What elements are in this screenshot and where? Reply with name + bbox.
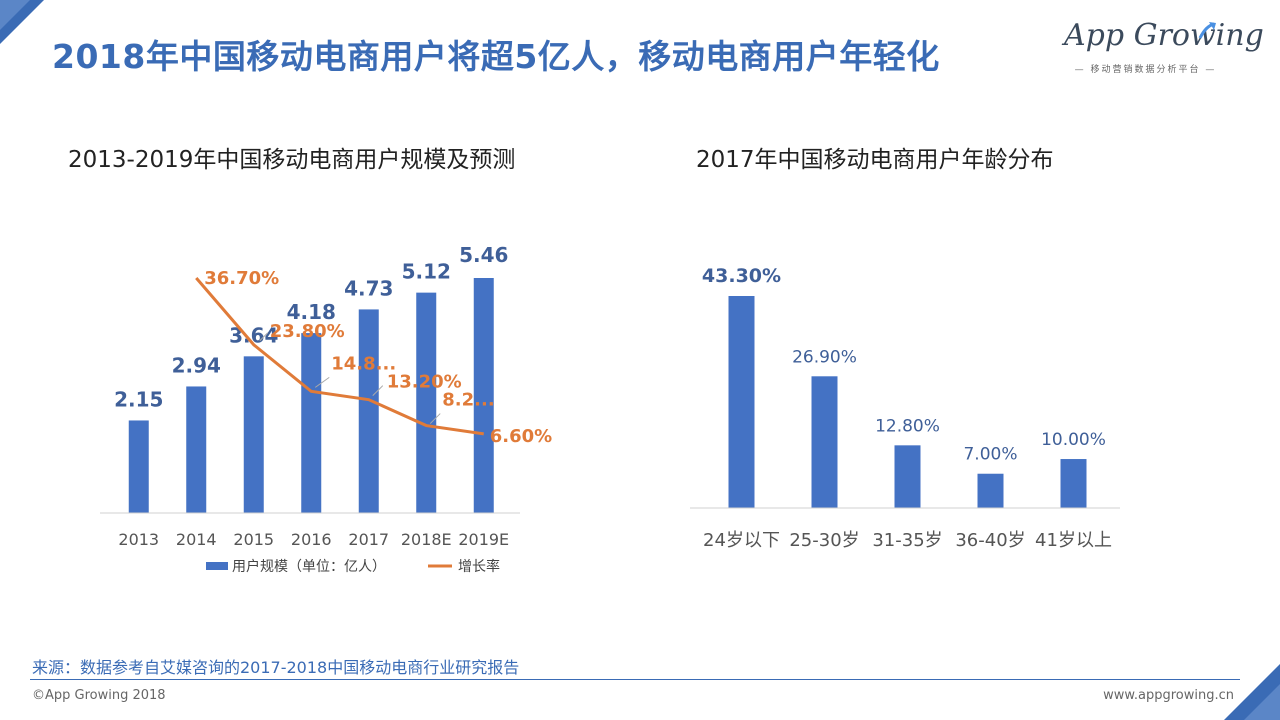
bar-value-label: 4.73 bbox=[344, 276, 393, 300]
logo-subtitle: — 移动营销数据分析平台 — bbox=[1074, 65, 1217, 75]
legend-label-bar: 用户规模（单位：亿人） bbox=[232, 558, 386, 575]
line-value-label: 36.70% bbox=[204, 268, 279, 289]
line-value-label: 14.8... bbox=[331, 353, 396, 374]
age-distribution-chart: 24岁以下 25-30岁 31-35岁 36-40岁 41岁以上 43.30% 26.90%… bbox=[690, 265, 1120, 551]
x-tick-label: 31-35岁 bbox=[872, 530, 942, 551]
left-chart-title: 2013-2019年中国移动电商用户规模及预测 bbox=[68, 147, 516, 173]
bar-value-label: 4.18 bbox=[287, 300, 336, 324]
user-scale-chart: 2013 2014 2015 2016 2017 2018E 2019E2.152.943.… bbox=[100, 243, 552, 575]
line-value-label: 6.60% bbox=[490, 426, 552, 447]
bar-value-label: 5.12 bbox=[402, 260, 451, 284]
source-note: 来源：数据参考自艾媒咨询的2017-2018中国移动电商行业研究报告 bbox=[32, 658, 520, 677]
bar-2013 bbox=[128, 420, 149, 513]
bar-value-label: 7.00% bbox=[963, 445, 1017, 465]
label-leader-line bbox=[259, 332, 269, 342]
page-title: 2018年中国移动电商用户将超5亿人，移动电商用户年轻化 bbox=[52, 37, 940, 76]
bar-2015 bbox=[243, 356, 264, 513]
x-tick-label: 41岁以上 bbox=[1035, 530, 1112, 551]
line-value-label: 23.80% bbox=[270, 321, 345, 342]
label-leader-line bbox=[314, 376, 330, 388]
x-tick-label: 36-40岁 bbox=[955, 530, 1025, 551]
growth-rate-line bbox=[195, 277, 484, 436]
bar-2018E bbox=[416, 292, 437, 513]
line-value-label: 8.2... bbox=[442, 390, 494, 411]
bar-value-label: 2.15 bbox=[114, 387, 163, 411]
right-chart-title: 2017年中国移动电商用户年龄分布 bbox=[696, 147, 1054, 173]
bar-value-label: 5.46 bbox=[459, 243, 508, 267]
x-tick-label: 2014 bbox=[176, 530, 217, 549]
x-tick-label: 2013 bbox=[118, 530, 159, 549]
bar-36-40岁 bbox=[977, 473, 1004, 508]
logo-text: App Growing bbox=[1064, 18, 1264, 53]
arrow-up-right-icon bbox=[1198, 22, 1216, 39]
corner-decoration-bottom-right bbox=[1224, 664, 1280, 720]
website-link[interactable]: www.appgrowing.cn bbox=[1103, 688, 1234, 703]
x-tick-label: 2019E bbox=[458, 530, 509, 549]
bar-2014 bbox=[186, 386, 207, 513]
line-value-label: 13.20% bbox=[387, 372, 462, 393]
legend-label-line: 增长率 bbox=[458, 558, 500, 575]
footer-divider bbox=[30, 679, 1240, 680]
x-tick-label: 24岁以下 bbox=[703, 530, 780, 551]
corner-decoration-top-left bbox=[0, 0, 44, 44]
label-leader-line bbox=[429, 413, 441, 424]
bar-2016 bbox=[301, 333, 322, 513]
bar-value-label: 2.94 bbox=[172, 353, 221, 377]
bar-value-label: 10.00% bbox=[1041, 430, 1106, 450]
bar-value-label: 12.80% bbox=[875, 416, 940, 436]
x-tick-label: 2018E bbox=[401, 530, 452, 549]
bar-41岁以上 bbox=[1060, 459, 1087, 508]
x-tick-label: 2015 bbox=[233, 530, 274, 549]
x-tick-label: 2016 bbox=[291, 530, 332, 549]
bar-2019E bbox=[473, 278, 494, 513]
legend-swatch-bar bbox=[206, 562, 228, 570]
x-tick-label: 2017 bbox=[348, 530, 389, 549]
copyright-text: ©App Growing 2018 bbox=[32, 688, 166, 703]
bar-31-35岁 bbox=[894, 445, 921, 508]
app-growing-logo: App Growing — 移动营销数据分析平台 — bbox=[1058, 18, 1264, 80]
bar-25-30岁 bbox=[811, 376, 838, 508]
bar-2017 bbox=[358, 309, 379, 513]
bar-value-label: 26.90% bbox=[792, 347, 857, 367]
bar-value-label: 43.30% bbox=[702, 265, 781, 287]
x-tick-label: 25-30岁 bbox=[789, 530, 859, 551]
label-leader-line bbox=[372, 385, 384, 397]
bar-24岁以下 bbox=[728, 296, 755, 508]
